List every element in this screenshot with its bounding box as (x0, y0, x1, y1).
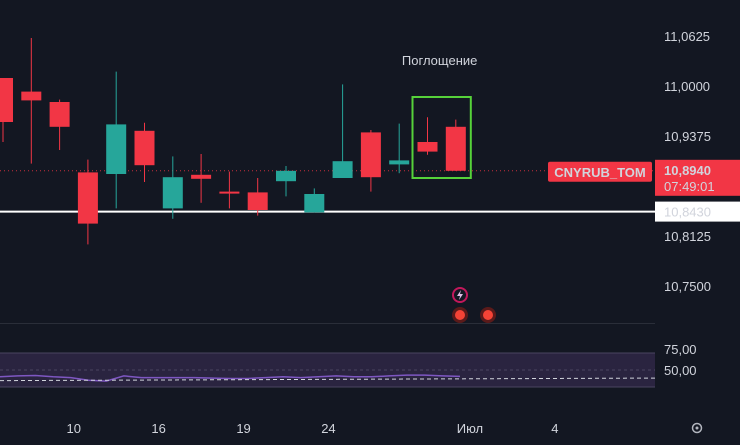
time-axis[interactable]: 510161924Июл4 (0, 421, 703, 436)
level-tag (655, 201, 740, 222)
candle[interactable] (77, 159, 98, 245)
time-tick-label: Июл (457, 421, 483, 436)
event-markers[interactable] (452, 287, 496, 323)
candle[interactable] (106, 71, 127, 209)
event-lightning-icon[interactable] (452, 287, 468, 303)
candle[interactable] (276, 166, 296, 197)
candle-body (134, 130, 155, 166)
time-tick-label: 24 (321, 421, 335, 436)
candle-body (162, 177, 183, 209)
candle[interactable] (219, 171, 240, 209)
price-tick-label: 11,0000 (664, 79, 710, 94)
price-tick-label: 11,0625 (664, 29, 710, 44)
level-tag-value: 10,8430 (664, 205, 711, 220)
rsi-pane[interactable] (0, 352, 656, 388)
candle[interactable] (360, 130, 381, 192)
candle[interactable] (134, 122, 155, 182)
annotation-box (411, 96, 472, 179)
candle-body (49, 102, 70, 127)
event-dividend-icon[interactable] (480, 307, 496, 323)
price-axis[interactable]: 11,0625 11,0000 10,9375 10,8125 10,7500 75,00… (548, 29, 740, 378)
candle-body (106, 124, 127, 174)
price-tag (655, 159, 740, 196)
candle-body (389, 160, 410, 165)
candle-body (332, 161, 353, 178)
time-tick-label: 19 (236, 421, 250, 436)
candle-body (360, 132, 381, 178)
pattern-annotation: Поглощение (402, 53, 477, 179)
candle[interactable] (417, 117, 438, 155)
candle[interactable] (247, 178, 268, 216)
candle[interactable] (445, 119, 466, 171)
price-tick-label: 10,7500 (664, 279, 711, 294)
candle-body (219, 191, 240, 194)
candle-body (21, 91, 42, 101)
candle-body (304, 194, 325, 213)
candle-body (445, 126, 466, 171)
symbol-tag (548, 161, 652, 182)
candle[interactable] (0, 78, 13, 142)
symbol-label: CNYRUB_TOM (554, 165, 646, 180)
candle[interactable] (162, 156, 183, 219)
pane-divider (0, 323, 655, 324)
candle[interactable] (332, 84, 353, 178)
time-tick-label: 10 (67, 421, 81, 436)
candle-body (191, 174, 212, 179)
rsi-tick-label: 75,00 (664, 342, 697, 357)
candle[interactable] (49, 99, 70, 150)
candle[interactable] (191, 154, 212, 203)
candle-body (417, 142, 438, 152)
time-tick-label: 16 (151, 421, 165, 436)
annotation-label: Поглощение (402, 53, 477, 68)
candle[interactable] (389, 123, 410, 174)
price-tag-countdown: 07:49:01 (664, 179, 715, 194)
candle-body (276, 170, 296, 182)
price-tick-label: 10,9375 (664, 129, 711, 144)
gear-icon[interactable] (691, 422, 703, 434)
rsi-line[interactable] (0, 374, 461, 382)
rsi-tick-label: 50,00 (664, 363, 697, 378)
time-tick-label: 4 (551, 421, 558, 436)
candle-body (0, 78, 13, 122)
price-tick-label: 10,8125 (664, 229, 711, 244)
candles-layer[interactable] (0, 38, 466, 245)
event-dividend-icon[interactable] (452, 307, 468, 323)
candle[interactable] (21, 38, 42, 164)
price-tag-value: 10,8940 (664, 163, 711, 178)
candle[interactable] (304, 188, 325, 213)
candle-body (247, 192, 268, 210)
candle-body (77, 172, 98, 224)
